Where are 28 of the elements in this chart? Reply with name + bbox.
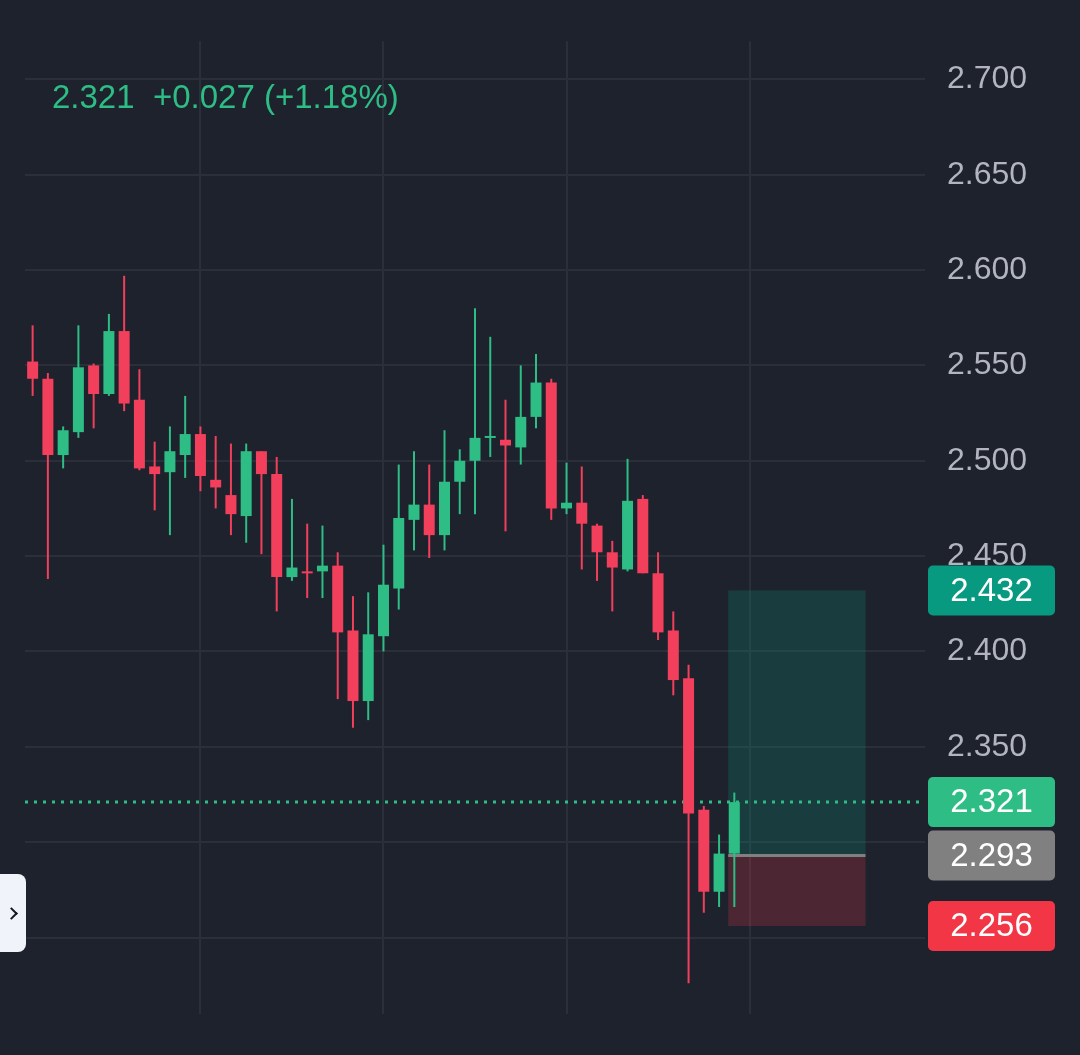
y-tick-label: 2.500	[947, 440, 1028, 477]
y-tick-label: 2.400	[947, 631, 1028, 668]
candlestick	[301, 522, 313, 600]
candlestick	[27, 324, 39, 397]
band-label: 2.432	[950, 570, 1033, 608]
candlestick	[210, 434, 222, 510]
y-tick-label: 2.600	[947, 249, 1028, 286]
band-label: 2.256	[950, 906, 1033, 944]
text: 2.321 +0.027 (+1.18%)	[52, 78, 399, 116]
ref-line-label: 2.293	[950, 835, 1033, 873]
y-tick-label: 2.550	[947, 345, 1028, 382]
y-tick-label: 2.650	[947, 154, 1028, 191]
candlestick	[286, 497, 298, 582]
ref-line-label: 2.321	[950, 782, 1033, 820]
y-tick-label: 2.450	[947, 535, 1028, 572]
candlestick	[164, 425, 176, 537]
candlestick	[179, 394, 191, 479]
candlestick	[255, 450, 267, 556]
candlestick	[149, 440, 161, 512]
candlestick	[576, 465, 588, 571]
candlestick	[484, 335, 496, 458]
candlestick	[225, 442, 237, 537]
candlestick	[469, 307, 481, 516]
y-tick-label: 2.700	[947, 59, 1028, 96]
candlestick	[454, 448, 466, 516]
candlestick	[606, 539, 618, 613]
candlestick	[408, 450, 420, 552]
y-tick-label: 2.350	[947, 726, 1028, 763]
